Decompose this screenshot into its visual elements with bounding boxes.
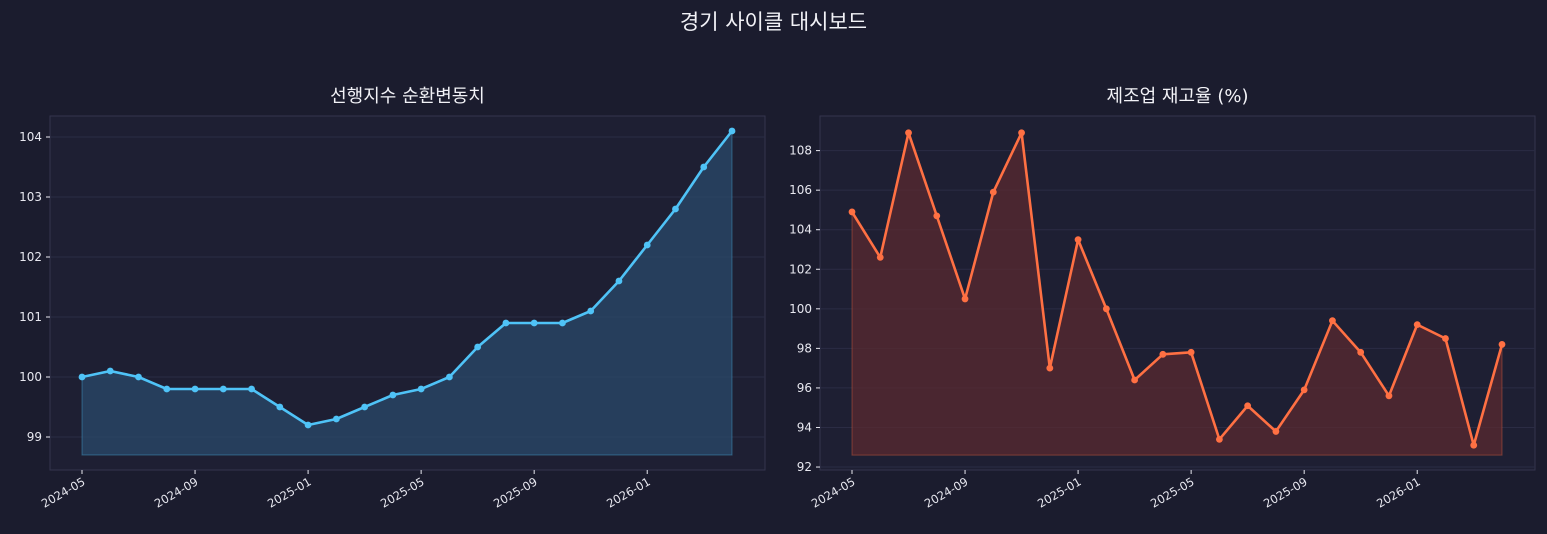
leading-data-point [304,421,312,429]
leading-data-point [78,373,86,381]
leading-data-point [135,373,142,381]
leading-data-point [502,319,510,327]
inventory-x-tick-label: 2025-09 [1261,474,1310,510]
inventory-y-tick-label: 108 [789,144,812,158]
leading-data-point [559,319,566,327]
inventory-data-point [1470,441,1478,449]
inventory-x-tick-label: 2024-09 [922,474,971,510]
leading-data-point [191,385,199,393]
leading-y-tick-label: 103 [19,190,42,204]
leading-data-point [530,319,538,327]
inventory-data-point [1413,321,1421,329]
inventory-y-tick-label: 96 [797,381,812,395]
inventory-y-tick-label: 98 [797,341,812,355]
leading-data-point [417,385,425,393]
inventory-data-point [1272,428,1280,435]
inventory-data-point [1102,305,1110,313]
leading-y-tick-label: 104 [19,130,42,144]
leading-series-line [81,130,734,427]
inventory-data-point [1244,402,1252,410]
leading-x-tick-label: 2025-01 [265,474,314,510]
leading-data-point [163,385,171,393]
inventory-y-tick-label: 100 [789,302,812,316]
inventory-data-point [876,254,884,261]
leading-y-tick-label: 99 [27,430,42,444]
inventory-data-point [1357,348,1365,356]
leading-plot-area [49,115,766,471]
leading-y-tick-label: 102 [19,250,42,264]
leading-area-fill [81,129,733,456]
inventory-data-point [848,208,856,216]
leading-data-point [389,391,397,399]
inventory-data-point [1018,129,1025,137]
inventory-data-point [905,129,912,137]
inventory-area-fill [851,130,1503,456]
inventory-data-point [1498,341,1506,348]
leading-data-point [672,205,679,213]
inventory-data-point [1442,335,1449,342]
leading-data-point [106,367,114,375]
leading-data-point [276,403,284,411]
inventory-data-point [989,188,997,196]
inventory-data-point [1300,386,1308,394]
leading-x-tick-label: 2024-05 [39,474,88,510]
leading-data-point [332,415,340,423]
inventory-data-point [1385,392,1393,400]
inventory-data-point [1215,435,1223,443]
inventory-y-tick-label: 106 [789,183,812,197]
inventory-data-point [1046,364,1054,372]
leading-data-point [587,307,595,315]
inventory-x-tick-label: 2026-01 [1374,474,1423,510]
inventory-data-point [1187,348,1195,356]
leading-data-point [248,385,255,393]
leading-x-tick-label: 2024-09 [152,474,201,510]
inventory-data-point [1131,376,1139,384]
inventory-ratio-chart-title: 제조업 재고율 (%) [1106,86,1249,107]
leading-data-point [728,127,736,135]
inventory-plot-area [819,115,1536,471]
inventory-data-point [933,212,941,220]
leading-data-point [615,277,623,285]
leading-x-tick-label: 2025-05 [378,474,427,510]
inventory-data-point [1074,236,1082,244]
leading-y-tick-label: 101 [19,310,42,324]
leading-x-tick-label: 2025-09 [491,474,540,510]
inventory-data-point [1159,350,1167,358]
inventory-x-tick-label: 2025-01 [1035,474,1084,510]
inventory-y-tick-label: 92 [797,460,812,474]
leading-data-point [643,241,651,249]
inventory-series-line [850,131,1504,447]
leading-index-chart-title: 선행지수 순환변동치 [330,86,485,107]
leading-data-point [474,343,482,351]
inventory-x-tick-label: 2024-05 [809,474,858,510]
leading-data-point [700,163,708,171]
leading-y-tick-label: 100 [19,370,42,384]
leading-data-point [361,403,369,411]
inventory-data-point [1329,317,1336,325]
inventory-y-tick-label: 104 [789,223,812,237]
inventory-x-tick-label: 2025-05 [1148,474,1197,510]
inventory-y-tick-label: 102 [789,262,812,276]
leading-x-tick-label: 2026-01 [604,474,653,510]
inventory-data-point [961,295,969,303]
inventory-y-tick-label: 94 [797,420,812,434]
leading-data-point [219,385,227,393]
dashboard-title: 경기 사이클 대시보드 [679,10,868,34]
leading-data-point [445,373,453,381]
